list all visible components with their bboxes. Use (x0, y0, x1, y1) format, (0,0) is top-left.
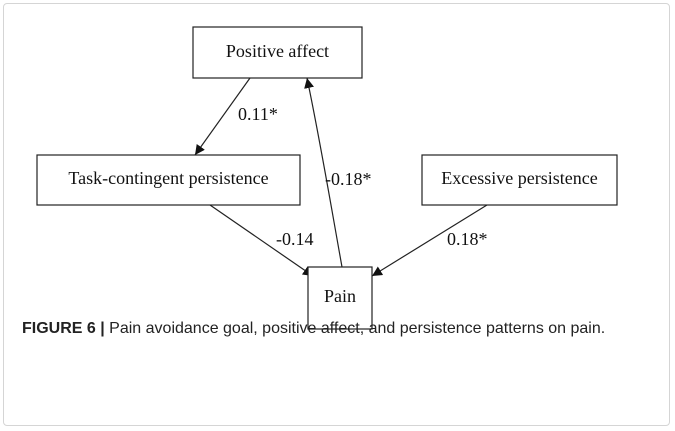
edge-label: -0.14 (276, 229, 314, 249)
node: Task-contingent persistence (36, 154, 301, 206)
edge-arrow (194, 77, 251, 156)
caption-text: Pain avoidance goal, positive affect, an… (109, 320, 606, 337)
edge-arrow (209, 204, 314, 277)
node-label: Task-contingent persistence (68, 168, 268, 188)
node-label: Pain (324, 286, 356, 306)
node-label: Excessive persistence (441, 168, 597, 188)
edge-arrow (304, 77, 343, 268)
node: Positive affect (192, 26, 363, 79)
figure-frame (3, 3, 670, 426)
edge-label: 0.11* (238, 104, 278, 124)
node-label: Positive affect (226, 41, 329, 61)
caption: FIGURE 6 | Pain avoidance goal, positive… (22, 318, 662, 340)
edge-arrow (371, 204, 488, 277)
node: Excessive persistence (421, 154, 618, 206)
edge-label: 0.18* (447, 229, 488, 249)
edge-label: -0.18* (325, 169, 372, 189)
node: Pain (307, 266, 373, 330)
figure-label: FIGURE 6 | (22, 320, 105, 337)
